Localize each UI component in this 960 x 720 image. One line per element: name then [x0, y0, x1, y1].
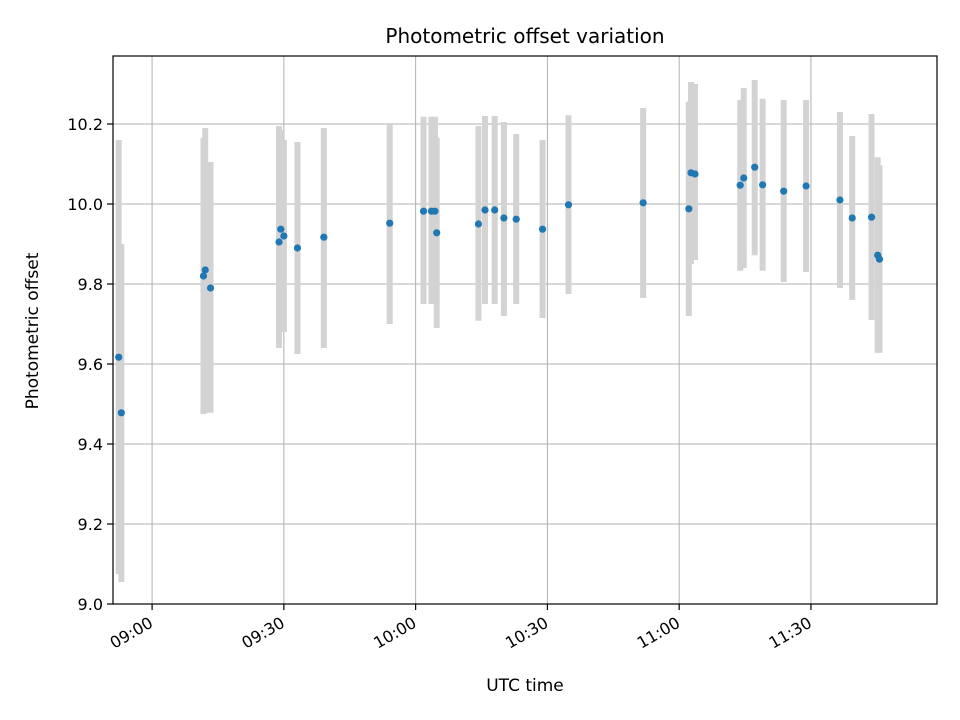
data-point: [512, 215, 520, 223]
data-point: [740, 174, 748, 182]
data-point: [431, 207, 439, 215]
data-point: [419, 207, 428, 215]
y-tick-label: 9.2: [78, 515, 103, 534]
data-point: [386, 219, 394, 227]
data-point: [491, 206, 499, 214]
data-point: [481, 206, 489, 214]
axes: 9.0 9.2 9.4 9.6 9.8 10.0 10.2 09:00 09:30 10:00 10…: [67, 115, 815, 653]
data-point: [275, 238, 283, 246]
data-point: [199, 272, 208, 280]
data-point: [639, 199, 647, 207]
x-tick-label: 10:00: [370, 613, 419, 653]
data-point: [867, 213, 876, 221]
chart-title: Photometric offset variation: [385, 24, 664, 48]
x-tick-label: 11:30: [766, 613, 815, 653]
data-point: [117, 409, 125, 417]
y-tick-label: 9.6: [78, 355, 103, 374]
data-point: [538, 225, 547, 233]
x-tick-label: 10:30: [502, 613, 551, 653]
data-point: [759, 181, 767, 189]
y-tick-label: 9.4: [78, 435, 103, 454]
grid: [113, 56, 937, 605]
data-points: [115, 163, 884, 417]
data-point: [277, 225, 285, 233]
data-point: [433, 229, 441, 237]
data-point: [564, 201, 573, 209]
data-point: [685, 205, 693, 213]
data-point: [780, 187, 788, 195]
data-point: [293, 244, 302, 252]
y-tick-label: 9.8: [78, 275, 103, 294]
data-point: [280, 232, 288, 240]
data-point: [875, 255, 884, 263]
x-tick-label: 11:00: [634, 613, 683, 653]
data-point: [474, 220, 483, 228]
x-axis-title: UTC time: [486, 676, 564, 696]
data-point: [206, 284, 215, 292]
y-tick-label: 10.0: [67, 195, 103, 214]
data-point: [691, 170, 699, 178]
data-point: [836, 196, 844, 204]
data-point: [751, 163, 759, 171]
data-point: [201, 266, 209, 274]
data-point: [500, 214, 508, 222]
y-tick-label: 9.0: [78, 595, 103, 614]
x-tick-label: 09:00: [107, 613, 156, 653]
data-point: [115, 353, 123, 361]
x-tick-label: 09:30: [238, 613, 287, 653]
y-tick-label: 10.2: [67, 115, 103, 134]
data-point: [736, 181, 744, 189]
error-bars: [115, 80, 883, 582]
data-point: [848, 214, 856, 222]
y-axis-title: Photometric offset: [23, 252, 43, 409]
plot-frame: [112, 55, 938, 605]
data-point: [802, 182, 810, 190]
data-point: [320, 233, 328, 241]
